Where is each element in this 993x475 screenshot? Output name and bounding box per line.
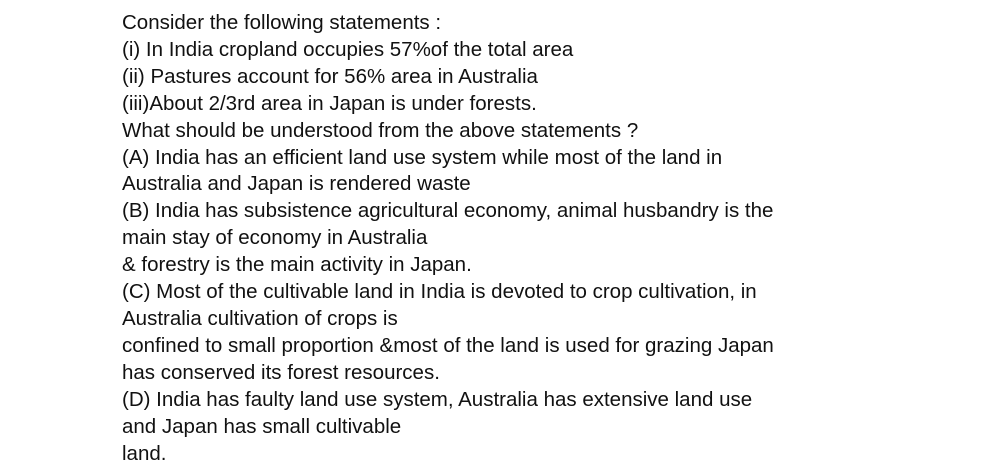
question-prompt: What should be understood from the above…	[122, 118, 639, 142]
question-intro: Consider the following statements :	[122, 11, 442, 34]
option-d-line-3: land.	[122, 441, 167, 465]
statement-iii: (iii)About 2/3rd area in Japan is under …	[122, 91, 537, 115]
option-c-line-1: (C) Most of the cultivable land in India…	[122, 280, 757, 304]
option-c-line-4: has conserved its forest resources.	[122, 360, 440, 384]
option-c-line-2: Australia cultivation of crops is	[122, 306, 398, 330]
statement-ii: (ii) Pastures account for 56% area in Au…	[122, 64, 538, 88]
option-b-line-2: main stay of economy in Australia	[122, 226, 428, 250]
option-a-line-2: Australia and Japan is rendered waste	[122, 172, 471, 196]
statement-i: (i) In India cropland occupies 57%of the…	[122, 37, 574, 61]
option-a-line-1: (A) India has an efficient land use syst…	[122, 145, 723, 169]
option-b-line-1: (B) India has subsistence agricultural e…	[122, 199, 774, 223]
option-d-line-2: and Japan has small cultivable	[122, 414, 402, 438]
option-c-line-3: confined to small proportion &most of th…	[122, 333, 774, 357]
option-d-line-1: (D) India has faulty land use system, Au…	[122, 387, 753, 411]
question-text: Consider the following statements : (i) …	[122, 10, 882, 467]
option-b-line-3: & forestry is the main activity in Japan…	[122, 253, 472, 277]
